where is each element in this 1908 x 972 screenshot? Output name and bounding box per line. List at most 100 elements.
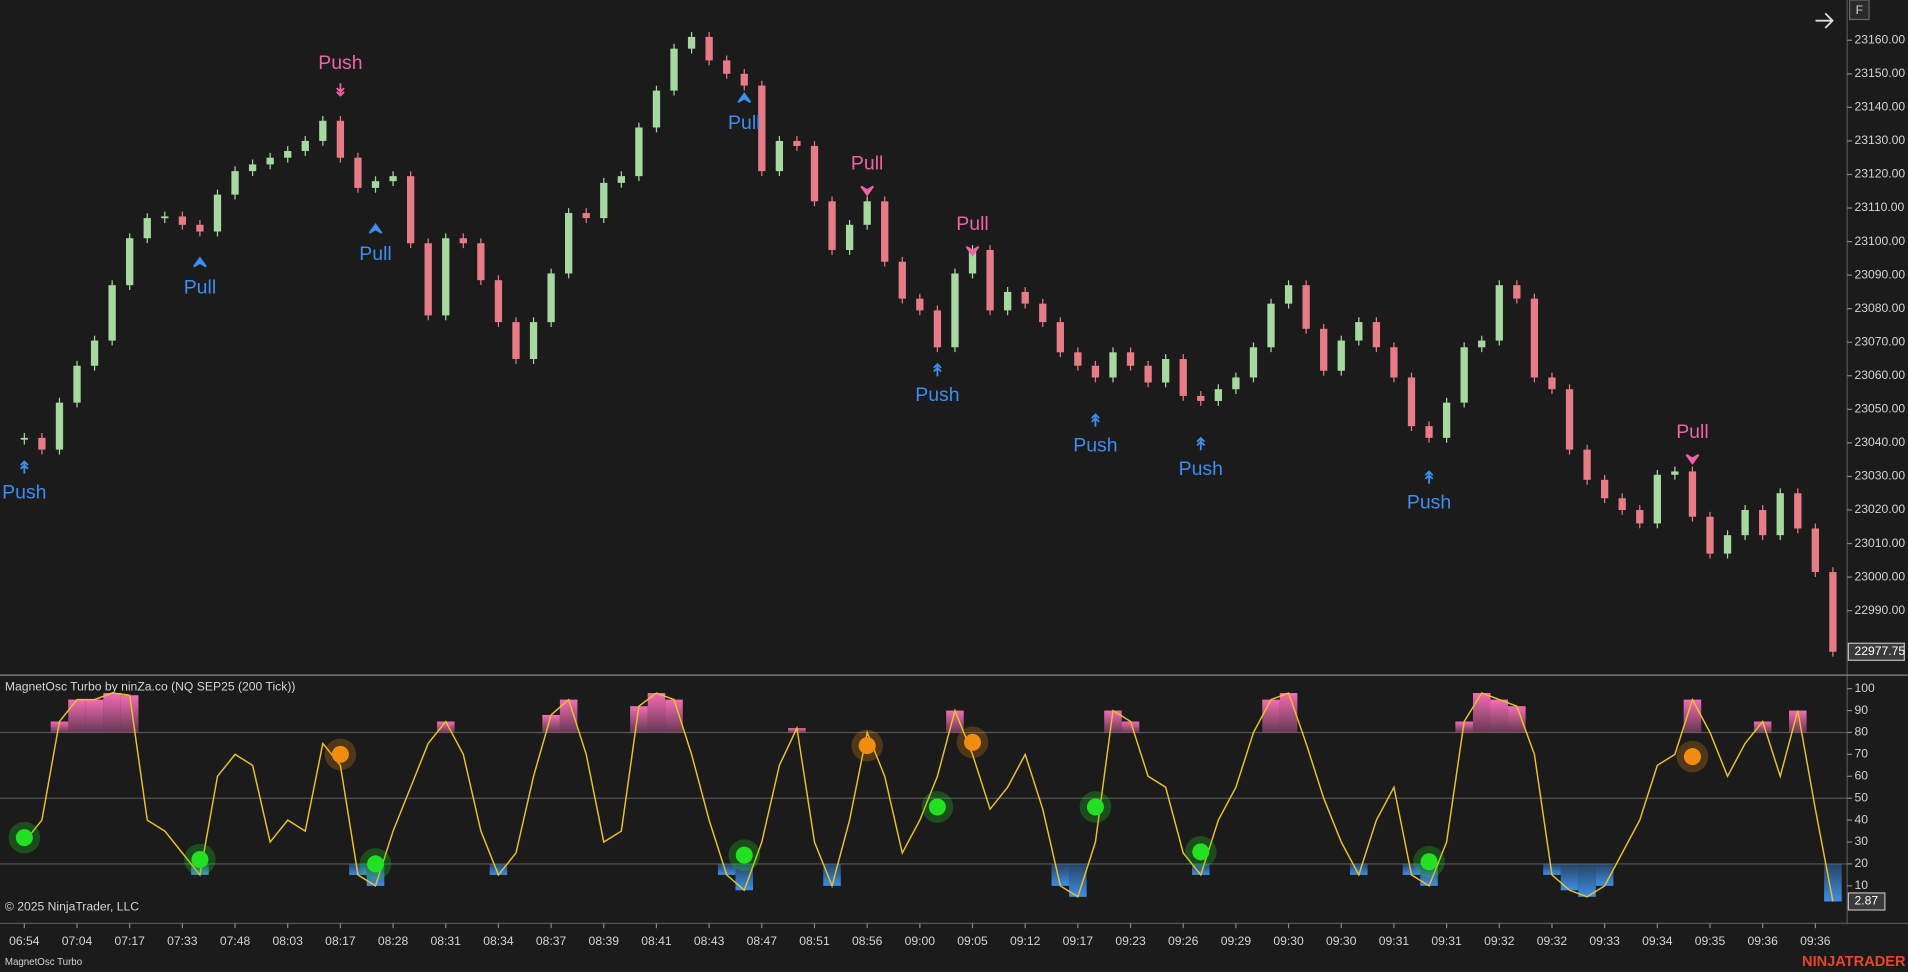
- x-tick-label: 09:32: [1484, 934, 1515, 948]
- candle: [810, 145, 819, 202]
- candle: [1759, 510, 1767, 536]
- lower-zone: [1578, 863, 1596, 897]
- y-tick-label: 23000.00: [1854, 569, 1905, 583]
- candle: [1091, 365, 1100, 378]
- candle: [1723, 535, 1732, 554]
- x-tick-label: 08:34: [483, 934, 514, 948]
- y-tick-label: 23010.00: [1854, 536, 1905, 550]
- candle: [565, 213, 573, 274]
- candle: [1109, 352, 1117, 378]
- candle: [477, 243, 485, 281]
- candle: [1267, 303, 1275, 348]
- x-tick-label: 09:26: [1168, 934, 1199, 948]
- y-tick-label: 23160.00: [1854, 32, 1905, 46]
- candle: [442, 238, 450, 316]
- candle: [336, 120, 345, 158]
- copyright: © 2025 NinjaTrader, LLC: [5, 900, 139, 914]
- candle: [1653, 474, 1661, 524]
- x-tick-label: 09:35: [1695, 934, 1726, 948]
- upper-zone: [1455, 721, 1473, 733]
- corner-button[interactable]: [1848, 0, 1870, 21]
- candle: [845, 224, 854, 250]
- candle: [1706, 516, 1714, 554]
- signal-marker: [1424, 470, 1434, 484]
- candle: [1162, 359, 1170, 383]
- signal-label: Pull: [956, 213, 988, 235]
- lower-zone: [1192, 863, 1210, 875]
- corner-button-label[interactable]: F: [1856, 3, 1863, 17]
- candle: [600, 182, 608, 219]
- indicator-title: MagnetOsc Turbo by ninZa.co (NQ SEP25 (2…: [5, 680, 296, 694]
- candle: [406, 176, 415, 244]
- y-tick-label: 23030.00: [1854, 469, 1905, 483]
- candle: [178, 216, 187, 225]
- arrow-icon[interactable]: [1815, 12, 1834, 29]
- candle: [1688, 471, 1697, 517]
- x-tick-label: 09:30: [1326, 934, 1357, 948]
- signal-label: Push: [915, 384, 959, 406]
- candle: [1600, 479, 1609, 499]
- upper-zone: [1472, 693, 1491, 733]
- price-tag: [1847, 642, 1905, 661]
- y-tick-label: 100: [1854, 681, 1875, 695]
- lower-zone: [1069, 863, 1087, 897]
- y-tick-label: 90: [1854, 703, 1868, 717]
- x-tick-label: 08:56: [852, 934, 883, 948]
- dot: [191, 851, 209, 869]
- x-tick-label: 09:31: [1431, 934, 1462, 948]
- candle: [1478, 340, 1486, 348]
- signal-label: Pull: [359, 243, 391, 265]
- x-tick-label: 07:33: [167, 934, 198, 948]
- upper-zone: [1490, 699, 1509, 733]
- candle: [1636, 510, 1644, 524]
- signal-marker: [1091, 413, 1100, 427]
- candle: [740, 73, 748, 86]
- lower-zone: [191, 863, 209, 875]
- dot: [858, 737, 876, 755]
- footer-tab[interactable]: MagnetOsc Turbo: [5, 957, 82, 968]
- candle: [1671, 471, 1679, 475]
- candle: [1372, 322, 1381, 348]
- candle: [301, 140, 309, 151]
- candle: [968, 249, 977, 274]
- candle: [1811, 528, 1820, 573]
- candle: [1442, 402, 1451, 438]
- x-tick-label: 09:34: [1642, 934, 1673, 948]
- y-tick-label: 23050.00: [1854, 402, 1905, 416]
- upper-zone: [436, 721, 455, 733]
- x-tick-label: 08:31: [431, 934, 462, 948]
- candle: [828, 201, 836, 250]
- candle: [1530, 298, 1539, 378]
- lower-zone: [1824, 863, 1842, 902]
- upper-zone: [559, 699, 578, 733]
- candle: [1513, 285, 1521, 299]
- signal-label: Pull: [851, 153, 883, 175]
- x-tick-label: 09:31: [1379, 934, 1410, 948]
- candle: [916, 298, 924, 311]
- signal-label: Push: [1407, 491, 1451, 513]
- candle: [652, 90, 661, 128]
- candle: [723, 60, 731, 74]
- price-tag-label: 22977.75: [1854, 644, 1905, 658]
- y-tick-label: 23150.00: [1854, 66, 1905, 80]
- y-tick-label: 23060.00: [1854, 368, 1905, 382]
- candle: [898, 261, 906, 299]
- candle: [1337, 340, 1345, 371]
- signal-marker: [965, 245, 980, 257]
- candle: [582, 213, 590, 219]
- y-tick-label: 23140.00: [1854, 100, 1905, 114]
- x-tick-label: 09:00: [905, 934, 936, 948]
- candle: [775, 140, 784, 172]
- y-tick-label: 23120.00: [1854, 167, 1905, 181]
- dot: [366, 855, 385, 873]
- x-tick-label: 08:17: [325, 934, 356, 948]
- candle: [670, 48, 678, 91]
- y-tick-label: 20: [1854, 856, 1868, 870]
- y-tick-label: 23080.00: [1854, 301, 1905, 315]
- y-tick-label: 23020.00: [1854, 502, 1905, 516]
- y-tick-label: 10: [1854, 878, 1868, 892]
- y-tick-label: 23070.00: [1854, 334, 1905, 348]
- candle: [1794, 493, 1802, 529]
